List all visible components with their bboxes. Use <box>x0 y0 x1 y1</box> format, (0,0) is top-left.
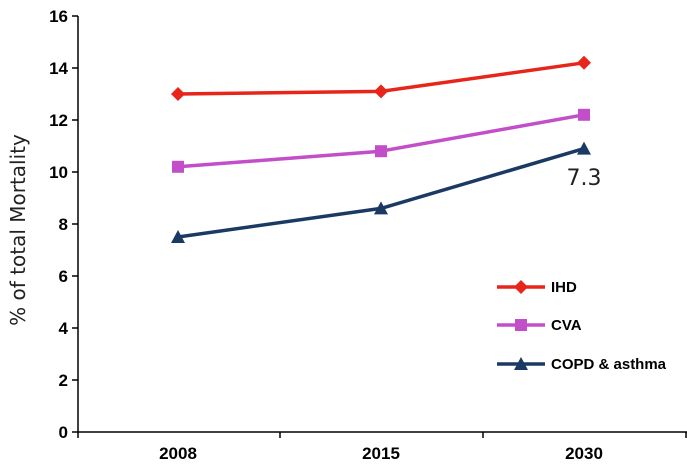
y-tick-label: 10 <box>49 163 68 182</box>
data-point <box>374 84 388 99</box>
legend-marker <box>514 357 528 370</box>
legend-marker <box>514 280 528 294</box>
x-axis: 2008 2015 2030 <box>77 431 687 463</box>
data-point <box>171 87 185 101</box>
y-tick-label: 6 <box>59 267 68 286</box>
legend-marker <box>515 319 527 331</box>
annotation-label: 7.3 <box>567 166 602 191</box>
legend-label: COPD & asthma <box>551 356 667 373</box>
data-point <box>577 55 591 70</box>
data-point <box>171 230 185 243</box>
legend: IHD CVA COPD & asthma <box>497 279 667 373</box>
data-point <box>578 108 590 121</box>
y-tick-label: 0 <box>59 423 68 442</box>
series-ihd <box>171 55 591 101</box>
x-tick-label: 2030 <box>565 444 603 463</box>
legend-item: CVA <box>497 317 582 334</box>
legend-item: COPD & asthma <box>497 356 667 373</box>
legend-label: IHD <box>551 279 577 296</box>
y-tick-label: 16 <box>49 7 68 26</box>
annotation-layer: 7.3 <box>567 166 602 191</box>
legend-item: IHD <box>497 279 577 296</box>
y-tick-label: 2 <box>59 371 68 390</box>
y-axis-title: % of total Mortality <box>6 134 30 326</box>
series-line <box>177 113 585 169</box>
series-cva <box>172 108 590 173</box>
data-point <box>172 160 184 173</box>
series-copd-asthma <box>171 141 591 243</box>
series-layer <box>171 55 591 243</box>
x-tick-label: 2008 <box>159 444 197 463</box>
y-tick-label: 8 <box>59 215 68 234</box>
data-point <box>374 201 388 215</box>
x-tick-label: 2015 <box>362 444 400 463</box>
y-tick-label: 14 <box>49 59 68 78</box>
y-tick-label: 4 <box>59 319 69 338</box>
y-axis: 0 2 4 6 8 10 12 14 16 <box>49 7 79 442</box>
data-point <box>375 145 387 158</box>
legend-label: CVA <box>551 317 582 334</box>
data-point <box>577 141 591 155</box>
y-tick-label: 12 <box>49 111 68 130</box>
